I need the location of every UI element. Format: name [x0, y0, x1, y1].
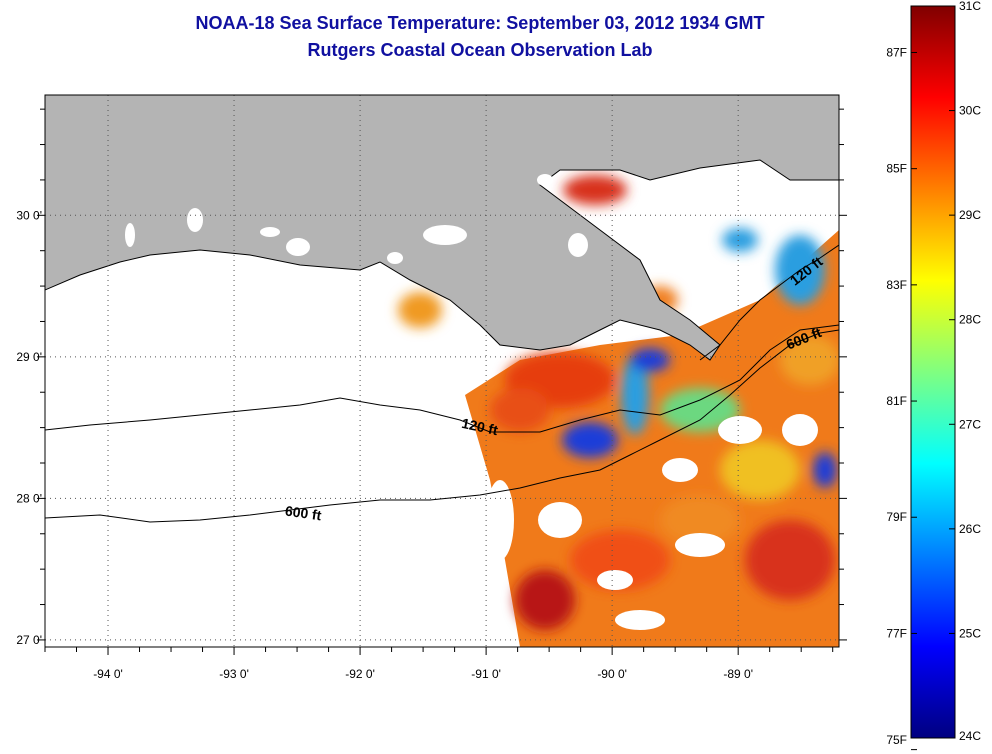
colorbar-f-label: 87F: [886, 45, 907, 59]
colorbar-c-label: 26C: [959, 522, 981, 536]
colorbar-c-label: 27C: [959, 417, 981, 431]
map-grid: [45, 95, 839, 647]
lat-tick-label: 29 0': [16, 350, 42, 364]
lon-tick-label: -90 0': [597, 667, 627, 681]
lon-tick-label: -92 0': [345, 667, 375, 681]
map-title: NOAA-18 Sea Surface Temperature: Septemb…: [195, 13, 765, 33]
colorbar-f-label: 79F: [886, 510, 907, 524]
contour-label: 120 ft: [460, 415, 499, 438]
colorbar-gradient: [910, 5, 956, 739]
contour-120ft-west: [45, 324, 839, 433]
contour-120ft-east: [699, 244, 839, 361]
colorbar-c-label: 31C: [959, 0, 981, 13]
axis-ticks: [37, 108, 847, 655]
colorbar-f-label: 75F: [886, 733, 907, 747]
colorbar-c-label: 25C: [959, 626, 981, 640]
lon-tick-label: -89 0': [723, 667, 753, 681]
lon-tick-label: -94 0': [93, 667, 123, 681]
colorbar-f-label: 85F: [886, 162, 907, 176]
map-subtitle: Rutgers Coastal Ocean Observation Lab: [307, 40, 653, 60]
colorbar: 31C 30C 29C 28C 27C 26C 25C 24C 87F 85F 83F 81F 79F…: [886, 0, 981, 751]
colorbar-f-label: 81F: [886, 394, 907, 408]
map-frame: [44, 94, 840, 648]
lat-tick-label: 28 0': [16, 491, 42, 505]
sst-data-layer: [398, 175, 839, 647]
map-layers: [45, 95, 839, 647]
colorbar-c-label: 29C: [959, 208, 981, 222]
colorbar-c-label: 30C: [959, 104, 981, 118]
colorbar-c-label: 24C: [959, 729, 981, 743]
colorbar-f-label: 83F: [886, 278, 907, 292]
lon-tick-label: -93 0': [219, 667, 249, 681]
contour-label: 600 ft: [284, 502, 323, 523]
axis-tick-labels: -94 0' -93 0' -92 0' -91 0' -90 0' -89 0' 30 0…: [16, 208, 753, 681]
lat-tick-label: 27 0': [16, 633, 42, 647]
lat-tick-label: 30 0': [16, 208, 42, 222]
colorbar-c-label: 28C: [959, 313, 981, 327]
contour-600ft: [45, 329, 839, 523]
colorbar-f-label: 77F: [886, 626, 907, 640]
lon-tick-label: -91 0': [471, 667, 501, 681]
inland-water: [125, 174, 588, 264]
